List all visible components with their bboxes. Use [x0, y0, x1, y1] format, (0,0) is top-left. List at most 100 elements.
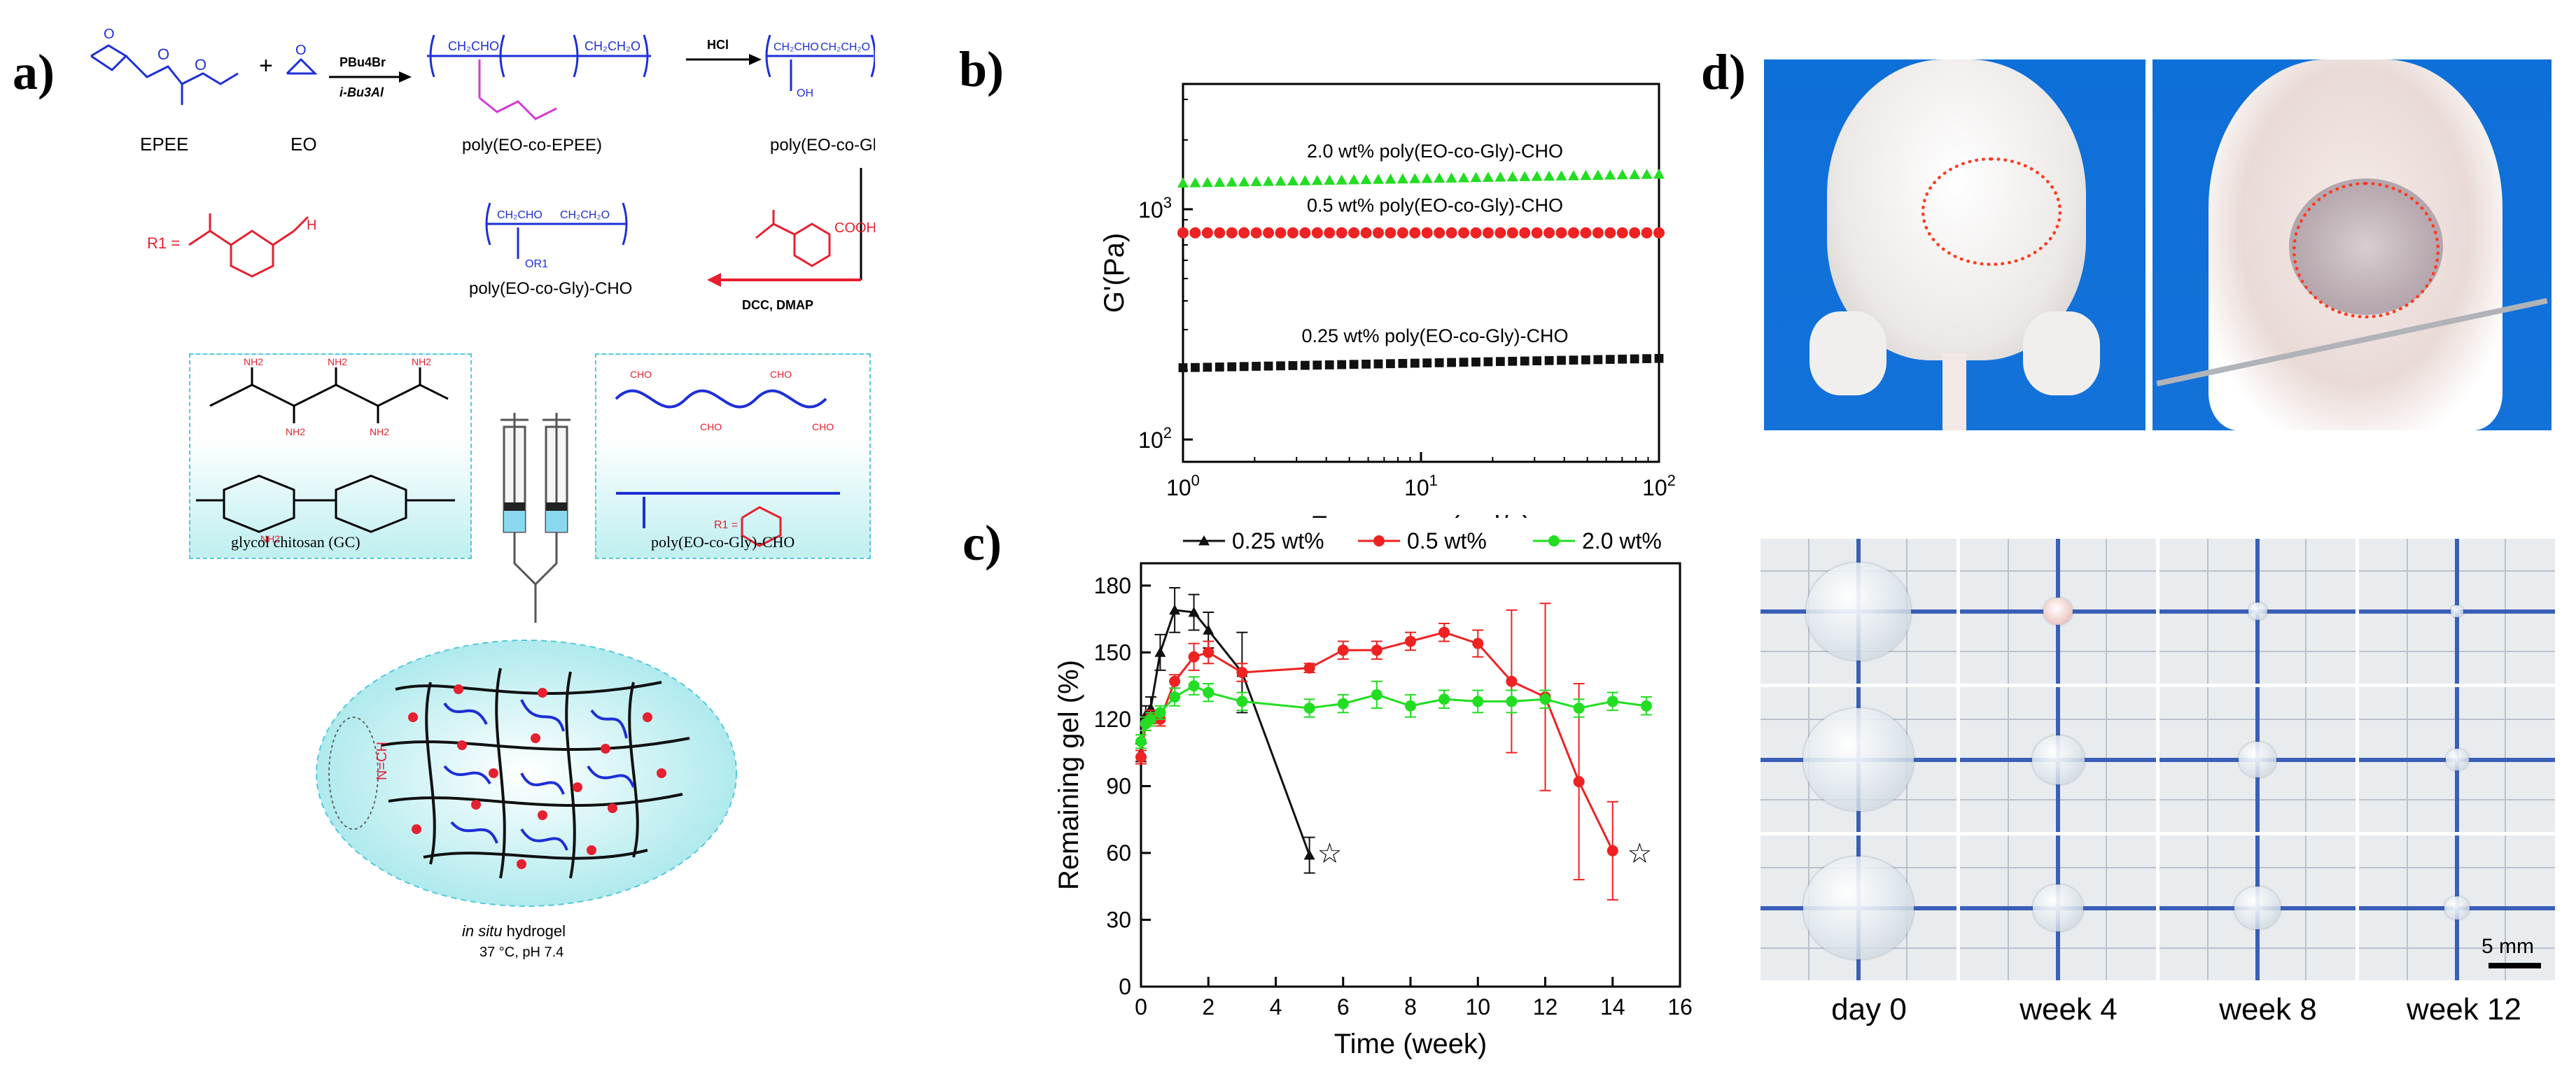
gel-sample: [2033, 884, 2083, 932]
chart-c-legend-label: 2.0 wt%: [1582, 528, 1662, 553]
gc-nh2-5: NH2: [370, 426, 389, 437]
chart-c-legend-marker: [1373, 535, 1385, 546]
svg-text:CH₂CH₂O: CH₂CH₂O: [584, 39, 640, 53]
polymer2-label: poly(EO-co-Gly): [770, 136, 875, 155]
chart-b-point: [1238, 176, 1250, 187]
chart-c-point: [1438, 626, 1450, 638]
chart-b-point: [1348, 174, 1360, 185]
gel-sample: [1803, 856, 1914, 959]
chart-b-point: [1410, 358, 1420, 368]
chart-c-point: [1169, 604, 1181, 615]
chart-b-point: [1567, 227, 1579, 239]
chart-b-point: [1386, 359, 1395, 369]
cho-r1-label: R1 =: [714, 519, 738, 531]
cho-box: [595, 353, 871, 559]
chart-c-point: [1506, 696, 1518, 707]
plus-sign: +: [259, 52, 273, 79]
chart-b-point: [1531, 227, 1543, 239]
chart-b-series-label: 2.0 wt% poly(EO-co-Gly)-CHO: [1307, 141, 1563, 162]
chart-b-xtick-label: 101: [1404, 472, 1438, 500]
degradation-grid: [1760, 539, 2555, 987]
chart-b-point: [1226, 176, 1238, 187]
chart-b-point: [1373, 359, 1383, 369]
chart-b-point: [1275, 175, 1287, 186]
svg-text:O: O: [195, 56, 206, 73]
chart-c-point: [1188, 680, 1200, 692]
chart-b-point: [1189, 227, 1201, 239]
chart-b-xtick-label: 102: [1642, 472, 1676, 500]
chart-c-point: [1203, 624, 1214, 635]
chart-c-point: [1169, 691, 1181, 703]
svg-text:CH₂CH₂O: CH₂CH₂O: [820, 41, 870, 53]
svg-text:O: O: [295, 43, 307, 58]
cho-label: poly(EO-co-Gly)-CHO: [651, 533, 795, 551]
chart-b-point: [1605, 355, 1615, 364]
chart-b-point: [1531, 171, 1543, 181]
gel-sample: [2234, 886, 2281, 930]
chart-b-point: [1263, 176, 1275, 186]
chart-b-point: [1618, 354, 1628, 364]
chart-b-point: [1482, 171, 1494, 182]
chart-b-point: [1287, 227, 1298, 239]
chart-b-xlabel: Frequency (rad/s): [1310, 511, 1532, 518]
chart-b-point: [1396, 227, 1408, 239]
chart-c-point: [1303, 849, 1315, 860]
chart-b-point: [1324, 174, 1336, 185]
chart-c-ytick-label: 30: [1106, 907, 1131, 932]
chart-c-point: [1371, 689, 1382, 700]
catalyst-bottom: i-Bu3Al: [340, 85, 384, 99]
chart-c-point: [1573, 776, 1585, 788]
chart-c-point: [1539, 693, 1551, 705]
gel-sample: [1803, 708, 1914, 811]
hydrogel-caption: in situ hydrogel: [462, 922, 566, 940]
gel-sample: [1806, 562, 1911, 661]
scale-bar: [2488, 963, 2541, 968]
chart-c-point: [1188, 651, 1200, 663]
chart-b: 100 101 102 102 103 Frequency (rad/s) G'(Pa) 2.…: [1099, 83, 1676, 518]
chart-b-point: [1250, 176, 1262, 187]
chart-b-point: [1446, 227, 1457, 239]
chart-b-point: [1471, 357, 1480, 367]
gel-sample-cell: [2359, 539, 2555, 684]
gel-site-circle: [2292, 182, 2440, 318]
panel-label-a: a): [13, 44, 55, 100]
chart-b-point: [1580, 169, 1592, 181]
chart-b-point: [1447, 358, 1456, 367]
chart-b-point: [1581, 355, 1590, 365]
svg-text:CH₂CHO: CH₂CHO: [774, 41, 819, 53]
chart-c-ytick-label: 180: [1094, 573, 1131, 598]
chart-b-point: [1567, 170, 1579, 181]
cho-group-4: CHO: [812, 421, 834, 432]
chart-c-legend-marker: [1198, 535, 1210, 546]
chart-c-end-marker: ☆: [1627, 838, 1652, 869]
chart-b-point: [1470, 171, 1482, 183]
chart-c-point: [1472, 696, 1484, 707]
chart-b-point: [1458, 227, 1470, 239]
gc-nh2-ring: NH2: [260, 533, 280, 544]
svg-text:O: O: [104, 27, 115, 42]
chart-c-series-line: [1140, 684, 1647, 742]
chart-b-point: [1459, 358, 1469, 367]
gel-sample: [2031, 735, 2085, 784]
hydrogel-network: N=CH: [316, 640, 737, 907]
injection-site-circle: [1921, 157, 2062, 266]
chart-c-xtick-label: 6: [1337, 994, 1350, 1020]
polymer1-label: poly(EO-co-EPEE): [462, 136, 602, 155]
chart-c-xtick-label: 2: [1202, 994, 1214, 1020]
chart-b-point: [1409, 173, 1421, 183]
polymer1-structure: CH₂CHO CH₂CH₂O: [427, 34, 651, 120]
svg-text:CH₂CHO: CH₂CHO: [448, 39, 499, 53]
gel-sample-cell: [1760, 835, 1956, 980]
gel-sample-cell: [1960, 835, 2156, 980]
acid-structure: [755, 210, 831, 267]
reaction-scheme: O O O EPEE + O EO PBu4Br i-Bu3Al CH₂CHO …: [90, 27, 875, 312]
chart-c-series-line: [1140, 609, 1311, 856]
chart-c-xtick-label: 10: [1465, 994, 1490, 1020]
chart-b-point: [1312, 360, 1322, 370]
chart-c-point: [1606, 696, 1618, 707]
chart-c: 0 2 4 6 8 10 12 14 16 0 30 60 90 120 150 180 Time (week)…: [1054, 528, 1693, 1059]
chart-b-point: [1458, 172, 1470, 183]
chart-b-point: [1275, 227, 1287, 239]
cho-group-2: CHO: [700, 421, 722, 432]
chart-c-point: [1303, 662, 1315, 674]
